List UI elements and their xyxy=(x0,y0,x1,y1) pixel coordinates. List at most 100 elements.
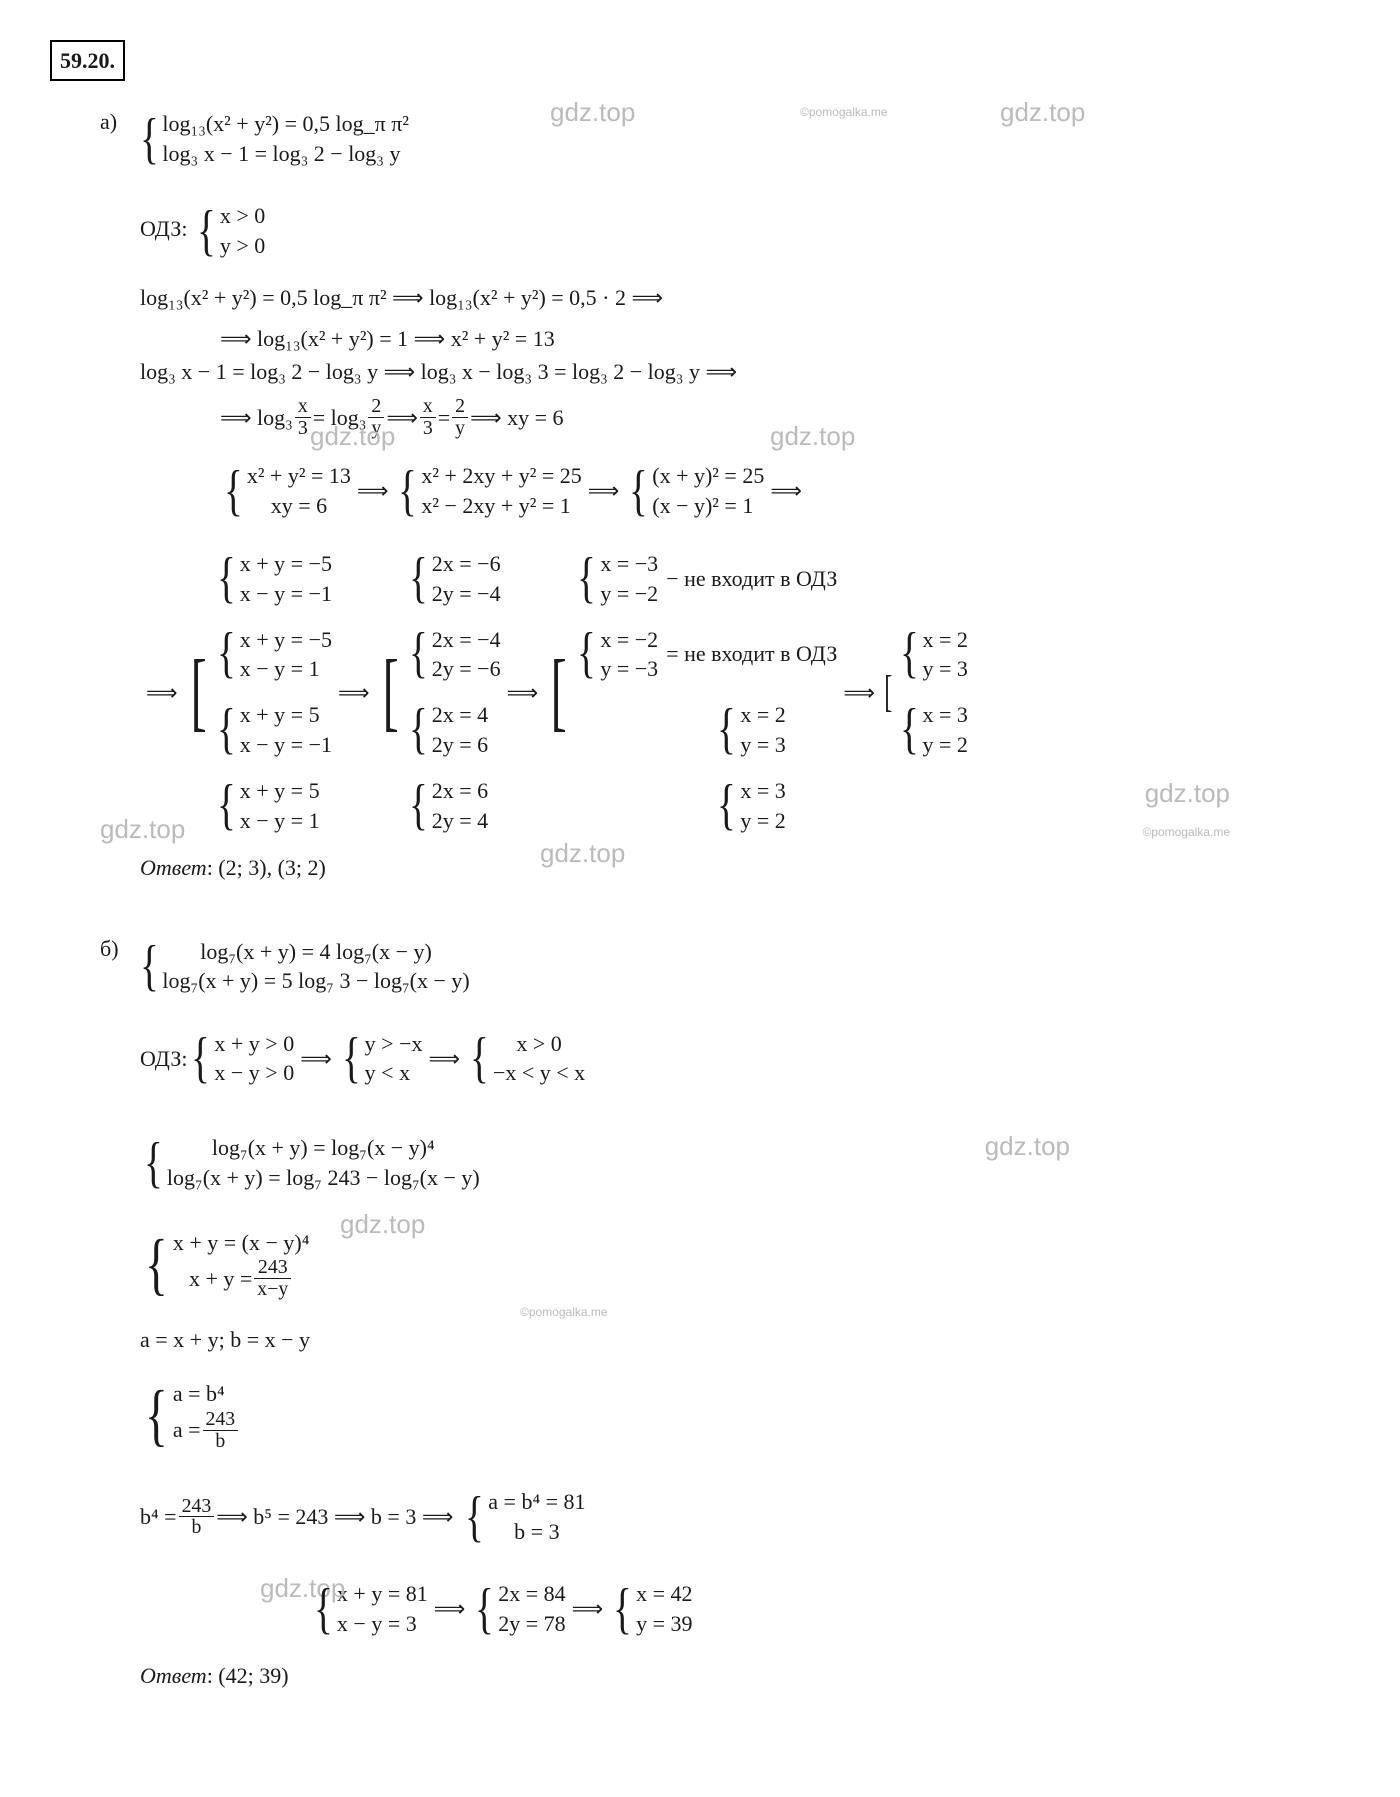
sys-line: y = 39 xyxy=(636,1609,692,1639)
arrow-icon: ⟹ xyxy=(770,474,802,507)
sys-line: x = 2 xyxy=(923,625,968,655)
derivation-line: log₃ x − 1 = log₃ 2 − log₃ y ⟹ log₃ x − … xyxy=(140,355,1350,388)
sys-line: x = 42 xyxy=(636,1579,692,1609)
arrow-icon: ⟹ xyxy=(338,676,370,709)
fraction: 2y xyxy=(452,396,468,439)
sys-line: x² − 2xy + y² = 1 xyxy=(421,491,581,521)
part-b-label: б) xyxy=(100,932,130,965)
watermark-gdz: gdz.top xyxy=(985,1127,1070,1166)
sys-line: x² + y² = 13 xyxy=(247,461,351,491)
brace-icon: { xyxy=(145,1364,168,1467)
brace-icon: { xyxy=(399,449,418,533)
brace-icon: { xyxy=(342,1016,361,1100)
sys-line: 2y = 78 xyxy=(498,1609,565,1639)
brace-icon: { xyxy=(409,616,428,692)
sys-line: x = 3 xyxy=(923,700,968,730)
brace-icon: { xyxy=(140,924,159,1008)
sys-line: x − y = −1 xyxy=(240,730,332,760)
brace-icon: { xyxy=(465,1475,484,1559)
sys-line: x = 3 xyxy=(740,776,785,806)
brace-icon: { xyxy=(144,1121,163,1205)
sys-line: a = b⁴ = 81 xyxy=(488,1487,585,1517)
odz-note: = не входит в ОДЗ xyxy=(666,639,837,669)
sys-line: xy = 6 xyxy=(247,491,351,521)
fraction: x3 xyxy=(420,396,436,439)
bracket-icon: [ xyxy=(190,541,206,844)
sys-line: log₇(x + y) = log₇ 243 − log₇(x − y) xyxy=(167,1163,480,1193)
brace-icon: { xyxy=(409,768,428,844)
sys-line: y < x xyxy=(365,1058,423,1088)
sys-line: y = 2 xyxy=(740,806,785,836)
sys-line: x² + 2xy + y² = 25 xyxy=(421,461,581,491)
answer-value: : (42; 39) xyxy=(207,1663,289,1688)
watermark-gdz: gdz.top xyxy=(1145,774,1230,813)
sys-line: 2x = −6 xyxy=(432,549,501,579)
derivation-part: ⟹ b⁵ = 243 ⟹ b = 3 ⟹ xyxy=(216,1500,453,1533)
arrow-icon: ⟹ xyxy=(357,474,389,507)
fraction: 243b xyxy=(179,1496,215,1539)
sys-line: a = b⁴ xyxy=(173,1379,240,1409)
sys-line: x + y = 5 xyxy=(240,700,332,730)
brace-icon: { xyxy=(409,692,428,768)
sys-line: 2y = 4 xyxy=(432,806,488,836)
brace-icon: { xyxy=(470,1016,489,1100)
sys-line: x − y = 3 xyxy=(337,1609,428,1639)
brace-icon: { xyxy=(140,97,159,181)
sys-line: 2x = 4 xyxy=(432,700,488,730)
sys-line: x = −2 xyxy=(600,625,658,655)
sys-line: x − y = −1 xyxy=(240,579,332,609)
sys-line: y = 3 xyxy=(923,654,968,684)
brace-icon: { xyxy=(717,768,736,844)
brace-icon: { xyxy=(629,449,648,533)
brace-icon: { xyxy=(900,692,919,768)
sys-line: y = −3 xyxy=(600,654,658,684)
arrow-icon: ⟹ xyxy=(843,676,875,709)
watermark-gdz: gdz.top xyxy=(340,1205,425,1244)
sys-line: x + y = −5 xyxy=(240,549,332,579)
sys-line: x + y = 5 xyxy=(240,776,320,806)
sys-line: x + y = −5 xyxy=(240,625,332,655)
sys-line: 2x = 6 xyxy=(432,776,488,806)
derivation-line: ⟹ log₁₃(x² + y²) = 1 ⟹ x² + y² = 13 xyxy=(220,322,1350,355)
brace-icon: { xyxy=(197,189,216,273)
derivation-part: ⟹ xyxy=(386,401,418,434)
fraction: 2y xyxy=(368,396,384,439)
sys-line: −x < y < x xyxy=(493,1058,585,1088)
sys-line: 2y = 6 xyxy=(432,730,488,760)
answer-label: Ответ xyxy=(140,1663,207,1688)
sys-line: (x + y)² = 25 xyxy=(652,461,764,491)
derivation-line: log₁₃(x² + y²) = 0,5 log_π π² ⟹ log₁₃(x²… xyxy=(140,281,1350,314)
sys-line: 2x = 84 xyxy=(498,1579,565,1609)
brace-icon: { xyxy=(217,616,236,692)
brace-icon: { xyxy=(475,1567,494,1651)
sys-line: x − y > 0 xyxy=(214,1058,294,1088)
brace-icon: { xyxy=(900,616,919,692)
watermark-pom: ©pomogalka.me xyxy=(1142,823,1230,841)
brace-icon: { xyxy=(577,616,596,692)
brace-icon: { xyxy=(577,541,596,617)
sys-line: b = 3 xyxy=(488,1517,585,1547)
bracket-icon: [ xyxy=(884,616,892,767)
sys-line: a = xyxy=(173,1415,201,1445)
watermark-pom: ©pomogalka.me xyxy=(520,1303,608,1321)
odz-label: ОДЗ: xyxy=(140,216,187,241)
sys-line: x − y = 1 xyxy=(240,654,332,684)
eq-a2: log₃ x − 1 = log₃ 2 − log₃ y xyxy=(162,139,409,169)
bracket-icon: [ xyxy=(551,541,567,844)
brace-icon: { xyxy=(224,449,243,533)
bracket-icon: [ xyxy=(382,541,398,844)
brace-icon: { xyxy=(314,1567,333,1651)
sys-line: y = 2 xyxy=(923,730,968,760)
sys-line: x − y = 1 xyxy=(240,806,320,836)
arrow-icon: ⟹ xyxy=(434,1592,466,1625)
arrow-icon: ⟹ xyxy=(572,1592,604,1625)
watermark-pom: ©pomogalka.me xyxy=(800,103,888,121)
sys-line: 2x = −4 xyxy=(432,625,501,655)
brace-icon: { xyxy=(192,1016,211,1100)
part-a-label: а) xyxy=(100,105,130,138)
sys-line: 2y = −4 xyxy=(432,579,501,609)
fraction: x3 xyxy=(295,396,311,439)
answer-value: : (2; 3), (3; 2) xyxy=(207,855,326,880)
arrow-icon: ⟹ xyxy=(300,1042,332,1075)
odz-line: x > 0 xyxy=(220,201,265,231)
